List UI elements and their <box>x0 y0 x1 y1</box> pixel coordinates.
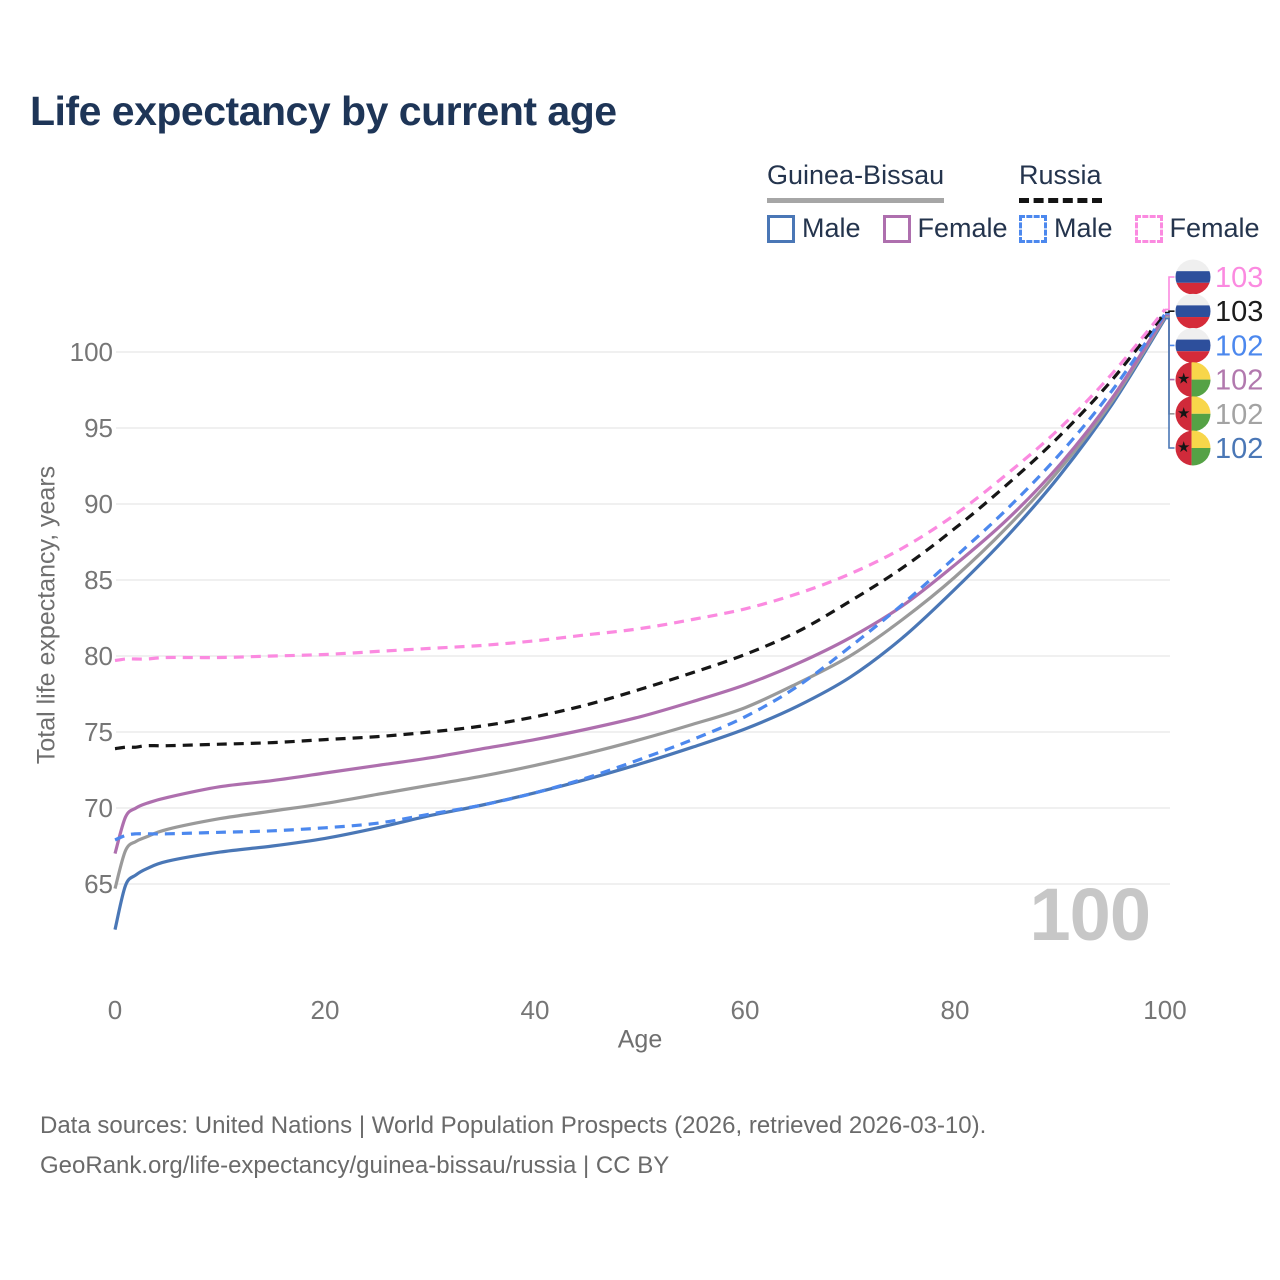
y-tick-label: 100 <box>70 337 113 367</box>
series-line-russia-male <box>114 313 1167 842</box>
x-tick-label: 40 <box>521 995 550 1025</box>
legend-label: Male <box>1054 213 1113 243</box>
legend-label: Female <box>1169 213 1260 243</box>
black-star-icon: ★ <box>1177 440 1190 456</box>
x-axis-title: Age <box>617 1025 663 1054</box>
page-title: Life expectancy by current age <box>30 88 617 134</box>
guinea-bissau-flag-icon: ★ <box>1175 362 1211 398</box>
x-tick-label: 100 <box>1143 995 1186 1025</box>
end-label-connector <box>1165 317 1175 449</box>
y-tick-label: 95 <box>84 413 113 443</box>
legend-group-russia: Russia Male Female <box>1019 160 1260 244</box>
legend-label: Female <box>917 213 1008 243</box>
legend-heading-guinea-bissau: Guinea-Bissau <box>767 160 945 203</box>
gridlines: 65 70 75 80 85 90 95 100 0 20 40 60 80 100 <box>70 337 1187 1025</box>
russia-flag-icon <box>1175 259 1211 295</box>
y-tick-label: 85 <box>84 565 113 595</box>
russia-flag-icon <box>1175 327 1211 363</box>
legend-group-guinea-bissau: Guinea-Bissau Male Female <box>767 160 1008 244</box>
black-star-icon: ★ <box>1177 372 1190 388</box>
series-line-guinea-bissau-both <box>113 316 1167 890</box>
guinea-bissau-flag-icon: ★ <box>1175 396 1211 432</box>
x-tick-label: 60 <box>731 995 760 1025</box>
guinea-bissau-flag-icon: ★ <box>1175 430 1211 466</box>
series-line-russia-female <box>114 308 1167 663</box>
end-label-value-russia-both: 103 <box>1215 296 1263 328</box>
y-tick-label: 90 <box>84 489 113 519</box>
x-tick-label: 80 <box>941 995 970 1025</box>
end-label-value-russia-male: 102 <box>1215 330 1263 362</box>
footer: Data sources: United Nations | World Pop… <box>40 1106 986 1186</box>
russia-flag-icon <box>1175 293 1211 329</box>
x-tick-label: 0 <box>108 995 122 1025</box>
legend-item-russia-male[interactable]: Male <box>1019 213 1113 244</box>
series-lines <box>113 308 1167 930</box>
series-line-guinea-bissau-male <box>113 317 1167 930</box>
y-tick-label: 75 <box>84 717 113 747</box>
end-label-value-guinea-bissau-female: 102 <box>1215 365 1263 397</box>
series-line-russia-both <box>114 311 1167 751</box>
solid-line-swatch-icon <box>767 214 795 243</box>
end-label-value-russia-female: 103 <box>1215 262 1263 294</box>
legend-heading-russia: Russia <box>1019 160 1102 203</box>
end-label-connector <box>1165 310 1175 314</box>
end-label-connector <box>1165 276 1175 311</box>
legend-item-guinea-bissau-male[interactable]: Male <box>767 213 861 244</box>
dashed-line-swatch-icon <box>1019 214 1047 243</box>
solid-line-swatch-icon <box>882 214 911 243</box>
legend-item-guinea-bissau-female[interactable]: Female <box>882 213 1008 244</box>
footer-sources-line: Data sources: United Nations | World Pop… <box>40 1112 987 1139</box>
y-tick-label: 65 <box>84 869 113 899</box>
y-axis-title: Total life expectancy, years <box>32 465 61 765</box>
end-label-value-guinea-bissau-male: 102 <box>1215 433 1263 465</box>
legend-item-russia-female[interactable]: Female <box>1134 213 1260 244</box>
black-star-icon: ★ <box>1177 406 1190 422</box>
end-label-value-guinea-bissau-both: 102 <box>1215 399 1263 431</box>
age-watermark: 100 <box>1029 873 1151 956</box>
dashed-line-swatch-icon <box>1134 214 1163 243</box>
y-tick-label: 80 <box>84 641 113 671</box>
footer-attribution-line: GeoRank.org/life-expectancy/guinea-bissa… <box>40 1152 670 1179</box>
legend-label: Male <box>802 213 861 243</box>
y-tick-label: 70 <box>84 793 113 823</box>
series-line-guinea-bissau-female <box>113 314 1167 855</box>
x-tick-label: 20 <box>311 995 340 1025</box>
